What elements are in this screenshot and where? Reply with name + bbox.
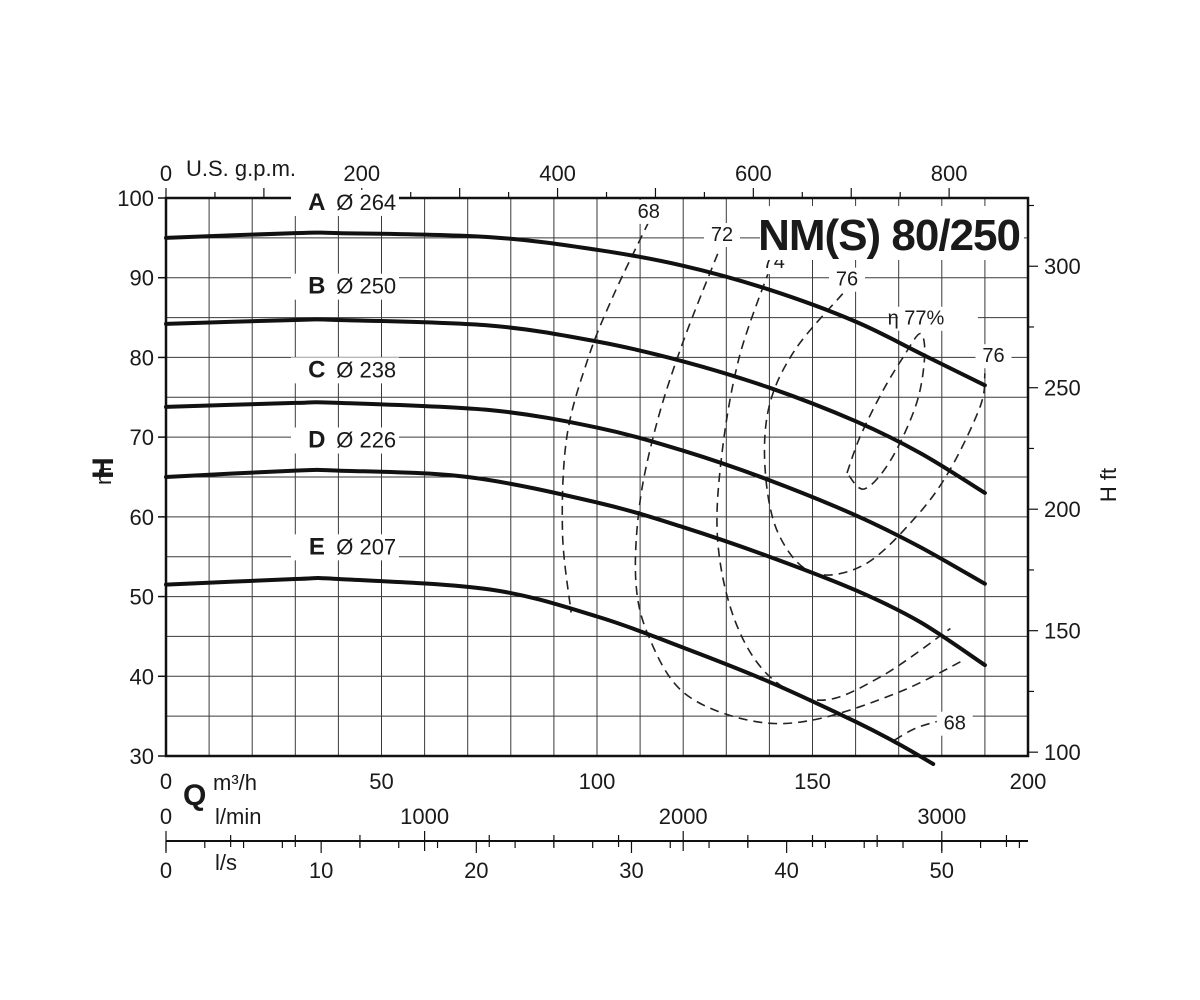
x-axis-lmin-tick-label: 2000 — [659, 804, 708, 829]
x-axis-lmin-tick-label: 1000 — [400, 804, 449, 829]
curve-label-bg — [290, 534, 399, 561]
efficiency-contour — [763, 293, 986, 576]
efficiency-label-bg — [630, 199, 667, 224]
x-axis-unit: m³/h — [213, 770, 257, 795]
efficiency-contour — [894, 719, 943, 741]
x-axis-top-tick-label: 400 — [539, 161, 576, 186]
x-axis-lmin-label: l/min — [215, 804, 261, 829]
x-axis-ls-tick-label: 40 — [774, 858, 798, 883]
efficiency-contour — [846, 332, 926, 490]
efficiency-contour — [561, 221, 650, 613]
y-axis-unit: m — [91, 467, 116, 485]
x-axis-top-label: U.S. g.p.m. — [186, 156, 296, 181]
head-curve-c — [164, 400, 987, 586]
chart-title: NM(S) 80/250 — [758, 211, 1020, 260]
curve-diameter-c: Ø 238 — [336, 357, 396, 382]
curve-diameter-b: Ø 250 — [336, 274, 396, 299]
y-axis-right-tick-label: 200 — [1044, 497, 1081, 522]
y-axis-tick-label: 100 — [117, 186, 154, 211]
efficiency-label-bg — [936, 711, 973, 736]
head-curve-e — [164, 576, 936, 766]
y-axis-tick-label: 80 — [130, 345, 154, 370]
efficiency-label: 68 — [638, 201, 660, 223]
x-axis-tick-label: 0 — [160, 769, 172, 794]
efficiency-label: 76 — [836, 269, 858, 291]
y-axis-right-tick-label: 300 — [1044, 254, 1081, 279]
x-axis-tick-label: 150 — [794, 769, 831, 794]
y-axis-tick-label: 30 — [130, 744, 154, 769]
curve-letter-b: B — [308, 273, 325, 300]
x-axis-ls-tick-label: 30 — [619, 858, 643, 883]
x-axis-ls-tick-label: 20 — [464, 858, 488, 883]
x-axis-tick-label: 100 — [579, 769, 616, 794]
head-curve-d — [164, 467, 987, 668]
curve-diameter-a: Ø 264 — [336, 190, 396, 215]
curve-diameter-d: Ø 226 — [336, 428, 396, 453]
curve-letter-e: E — [309, 533, 325, 560]
x-axis-top-tick-label: 800 — [931, 161, 968, 186]
curve-diameter-e: Ø 207 — [336, 534, 396, 559]
y-axis-right-tick-label: 150 — [1044, 619, 1081, 644]
x-axis-ls-tick-label: 0 — [160, 858, 172, 883]
curve-letter-a: A — [308, 189, 325, 216]
x-axis-ls-label: l/s — [215, 850, 237, 875]
y-axis-tick-label: 90 — [130, 266, 154, 291]
y-axis-right-tick-label: 100 — [1044, 740, 1081, 765]
x-axis-lmin-tick-label: 3000 — [917, 804, 966, 829]
y-axis-right-tick-label: 250 — [1044, 376, 1081, 401]
x-axis-tick-label: 200 — [1010, 769, 1047, 794]
head-curves — [164, 230, 987, 766]
efficiency-label: η 77% — [888, 308, 945, 330]
x-axis-ls-tick-label: 10 — [309, 858, 333, 883]
plot-frame — [164, 196, 1030, 758]
y-axis-letter: H — [87, 457, 120, 479]
y-axis-tick-label: 50 — [130, 585, 154, 610]
curve-letter-c: C — [308, 356, 325, 383]
head-curve-b — [164, 317, 987, 495]
curve-label-bg — [290, 189, 399, 216]
x-axis-top-tick-label: 0 — [160, 161, 172, 186]
efficiency-contour — [716, 269, 951, 702]
curve-letter-d: D — [308, 427, 325, 454]
x-axis-ls-tick-label: 50 — [930, 858, 954, 883]
efficiency-label: 68 — [944, 713, 966, 735]
title-bg — [760, 206, 1024, 260]
y-axis-tick-label: 60 — [130, 505, 154, 530]
y-axis-tick-label: 70 — [130, 425, 154, 450]
x-axis-top-tick-label: 600 — [735, 161, 772, 186]
y-axis-right-label: H ft — [1096, 468, 1121, 502]
x-axis-letter: Q — [183, 779, 206, 812]
efficiency-label-bg — [703, 223, 740, 248]
curve-label-bg — [290, 427, 399, 454]
efficiency-label-bg — [897, 306, 978, 331]
curve-label-bg — [290, 273, 399, 300]
curve-label-bg — [290, 357, 399, 384]
y-axis-tick-label: 40 — [130, 664, 154, 689]
efficiency-label: 76 — [982, 345, 1004, 367]
efficiency-label-bg — [975, 344, 1012, 369]
x-axis-tick-label: 50 — [369, 769, 393, 794]
x-axis-top-tick-label: 200 — [343, 161, 380, 186]
efficiency-label-bg — [828, 267, 865, 292]
head-curve-a — [164, 230, 987, 388]
x-axis-lmin-tick-label: 0 — [160, 804, 172, 829]
efficiency-label: 72 — [711, 224, 733, 246]
